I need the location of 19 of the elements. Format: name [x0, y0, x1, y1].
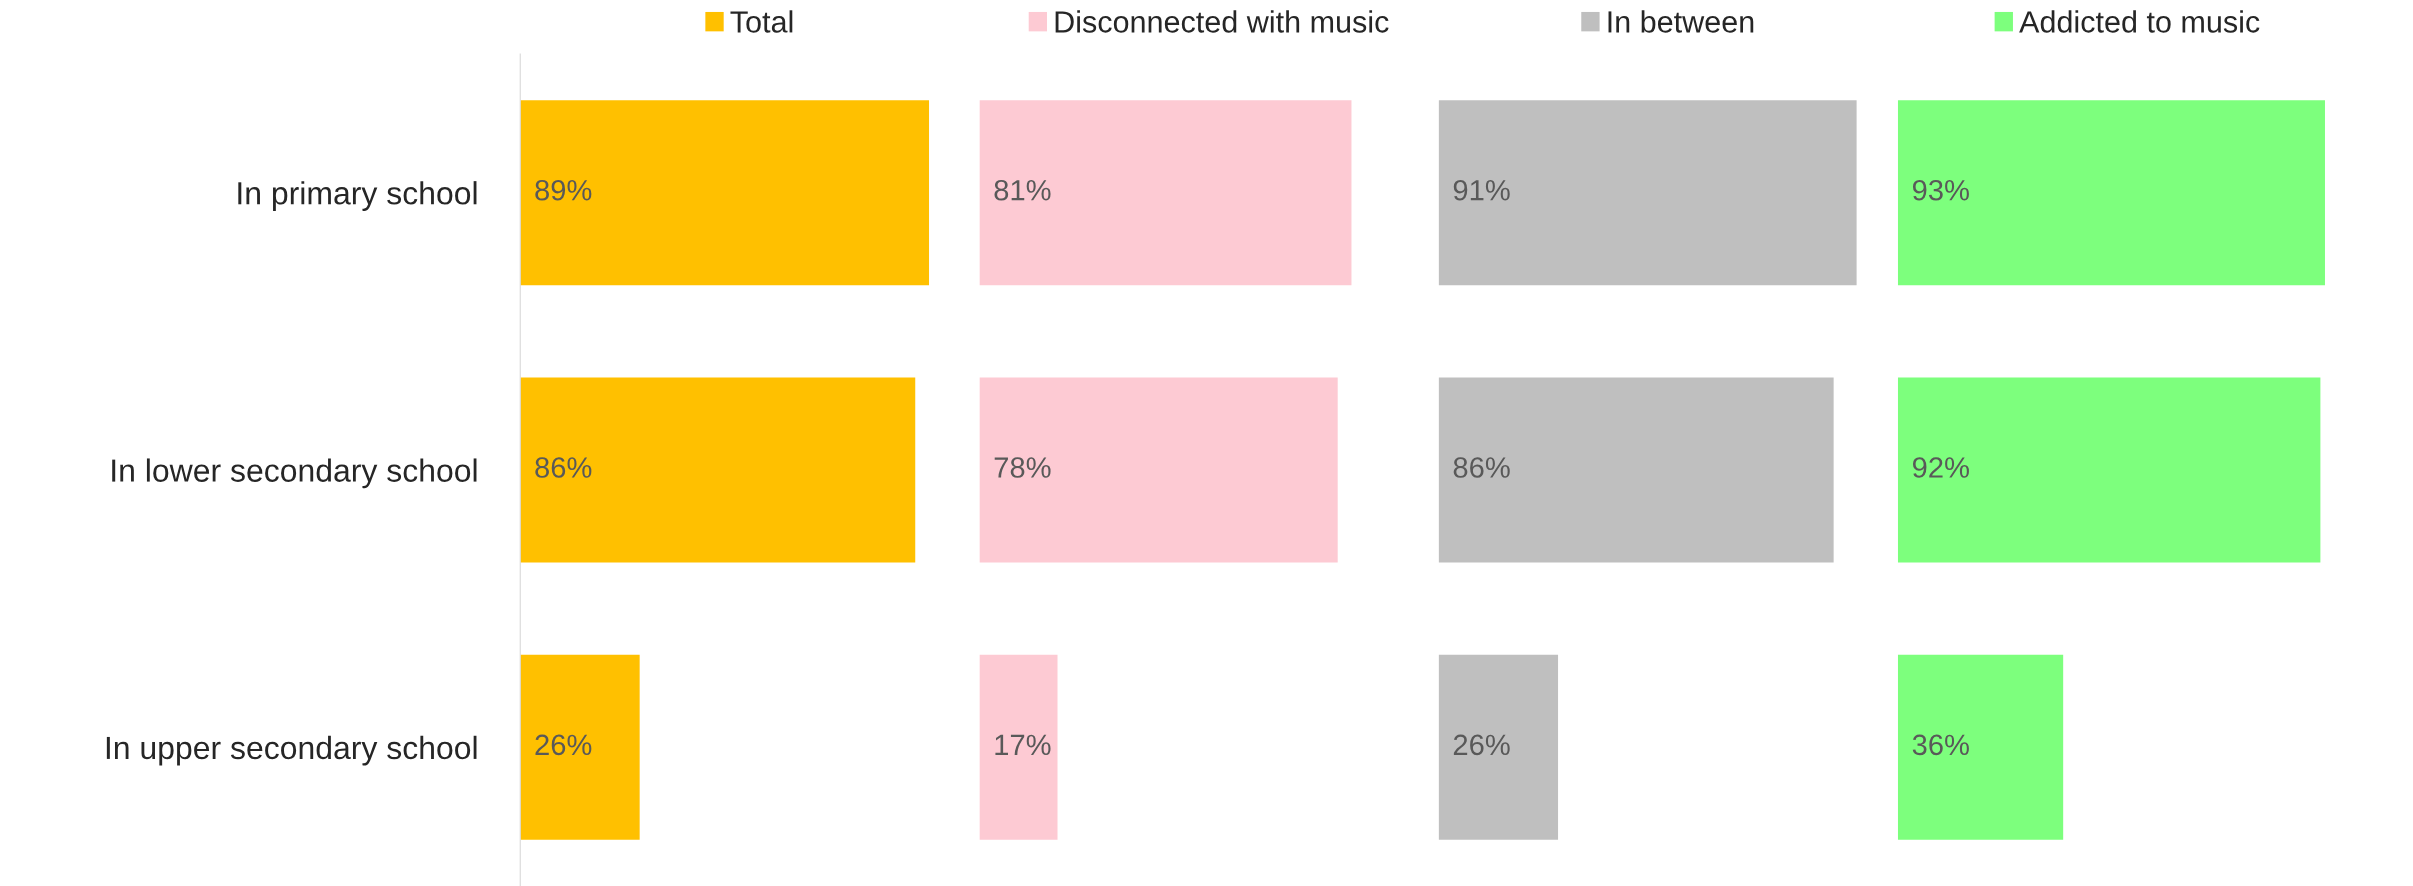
data-label: 26% — [535, 734, 592, 756]
data-label: 17% — [995, 734, 1051, 756]
data-label: 91% — [1453, 179, 1510, 201]
data-label: 81% — [994, 179, 1051, 201]
data-label: 86% — [535, 457, 592, 478]
legend-label: Disconnected with music — [1055, 10, 1389, 33]
y-tick-label: In primary school — [238, 181, 477, 211]
data-label: 36% — [1912, 734, 1969, 756]
y-tick-label: In lower secondary school — [112, 458, 477, 489]
data-label: 86% — [1453, 457, 1510, 478]
data-label: 78% — [994, 457, 1051, 478]
legend-label: Total — [730, 10, 793, 33]
y-tick-label: In upper secondary school — [106, 735, 477, 766]
data-label: 89% — [535, 179, 592, 201]
data-label: 93% — [1912, 179, 1969, 201]
legend-label: In between — [1608, 10, 1754, 33]
data-label: 26% — [1453, 734, 1510, 756]
legend-label: Addicted to music — [2019, 10, 2260, 33]
data-label: 92% — [1912, 457, 1969, 478]
